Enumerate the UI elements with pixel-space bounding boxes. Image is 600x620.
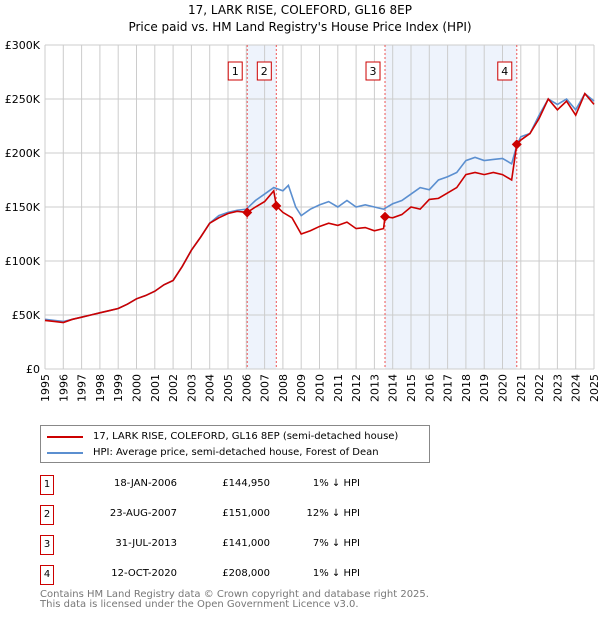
sale-date: 23-AUG-2007	[109, 508, 177, 519]
x-tick-label: 2005	[222, 374, 235, 402]
footer-line-1: Contains HM Land Registry data © Crown c…	[40, 589, 429, 600]
legend-swatch-property	[47, 435, 83, 438]
legend-swatch-hpi	[47, 451, 83, 454]
x-tick-label: 2012	[350, 374, 363, 402]
sale-price: £208,000	[222, 568, 270, 579]
sale-number: 3	[40, 535, 54, 555]
series-line	[44, 92, 595, 324]
x-tick-label: 2013	[368, 374, 381, 402]
x-tick-label: 2017	[442, 374, 455, 402]
sale-hpi-diff: 7% ↓ HPI	[312, 538, 360, 549]
x-tick-label: 2016	[423, 374, 436, 402]
x-tick-label: 1999	[112, 374, 125, 402]
sale-point	[511, 139, 522, 150]
sale-number: 4	[40, 565, 54, 585]
x-tick-label: 1996	[57, 374, 70, 402]
x-tick-label: 1995	[39, 374, 52, 402]
sale-label: 3	[370, 65, 377, 78]
sale-hpi-diff: 1% ↓ HPI	[312, 478, 360, 489]
sale-row: 2 23-AUG-2007 £151,000 12% ↓ HPI	[40, 505, 440, 525]
sale-row: 3 31-JUL-2013 £141,000 7% ↓ HPI	[40, 535, 440, 555]
y-tick-label: £0	[26, 363, 40, 376]
x-tick-label: 2003	[185, 374, 198, 402]
footer-line-2: This data is licensed under the Open Gov…	[40, 599, 359, 610]
sale-label-box	[227, 61, 243, 81]
y-tick-label: £250K	[5, 93, 41, 106]
x-tick-label: 1997	[76, 374, 89, 402]
sale-date: 12-OCT-2020	[111, 568, 177, 579]
x-tick-label: 2004	[204, 374, 217, 402]
footer: Contains HM Land Registry data © Crown c…	[40, 590, 429, 610]
sale-label-box	[256, 61, 272, 81]
x-tick-label: 2023	[551, 374, 564, 402]
sale-label: 1	[232, 65, 239, 78]
chart-subtitle: Price paid vs. HM Land Registry's House …	[128, 20, 471, 34]
x-tick-label: 2022	[533, 374, 546, 402]
x-tick-label: 2021	[515, 374, 528, 402]
x-tick-label: 2024	[570, 374, 583, 402]
sale-number: 2	[40, 505, 54, 525]
x-tick-label: 2014	[387, 374, 400, 402]
sale-row: 1 18-JAN-2006 £144,950 1% ↓ HPI	[40, 475, 440, 495]
x-tick-label: 2000	[131, 374, 144, 402]
x-tick-label: 2007	[259, 374, 272, 402]
x-tick-label: 1998	[94, 374, 107, 402]
x-tick-label: 2011	[332, 374, 345, 402]
y-tick-label: £200K	[5, 147, 41, 160]
y-tick-label: £150K	[5, 201, 41, 214]
sale-label-box	[365, 61, 381, 81]
sale-price: £151,000	[222, 508, 270, 519]
sale-label-box	[497, 61, 513, 81]
x-tick-label: 2002	[167, 374, 180, 402]
legend-label-hpi: HPI: Average price, semi-detached house,…	[93, 447, 379, 458]
sale-row: 4 12-OCT-2020 £208,000 1% ↓ HPI	[40, 565, 440, 585]
x-tick-label: 2018	[460, 374, 473, 402]
sale-label: 4	[501, 65, 508, 78]
x-tick-label: 2001	[149, 374, 162, 402]
chart-title: 17, LARK RISE, COLEFORD, GL16 8EP	[188, 3, 412, 17]
x-tick-label: 2009	[295, 374, 308, 402]
sale-date: 18-JAN-2006	[113, 478, 177, 489]
legend: 17, LARK RISE, COLEFORD, GL16 8EP (semi-…	[40, 425, 430, 463]
sale-hpi-diff: 12% ↓ HPI	[306, 508, 360, 519]
y-tick-label: £300K	[5, 39, 41, 52]
x-tick-label: 2020	[497, 374, 510, 402]
y-tick-label: £100K	[5, 255, 41, 268]
sale-point	[380, 211, 391, 222]
sale-price: £141,000	[222, 538, 270, 549]
x-tick-label: 2006	[240, 374, 253, 402]
sale-price: £144,950	[222, 478, 270, 489]
x-tick-label: 2008	[277, 374, 290, 402]
legend-label-property: 17, LARK RISE, COLEFORD, GL16 8EP (semi-…	[93, 431, 399, 442]
price-chart: 17, LARK RISE, COLEFORD, GL16 8EP Price …	[5, 3, 600, 402]
sale-number: 1	[40, 475, 54, 495]
x-tick-label: 2010	[314, 374, 327, 402]
sale-label: 2	[261, 65, 268, 78]
sale-point	[271, 200, 282, 211]
sale-point	[242, 207, 253, 218]
y-tick-label: £50K	[12, 309, 41, 322]
x-tick-label: 2019	[478, 374, 491, 402]
sale-date: 31-JUL-2013	[115, 538, 177, 549]
x-tick-label: 2015	[405, 374, 418, 402]
sale-hpi-diff: 1% ↓ HPI	[312, 568, 360, 579]
x-tick-label: 2025	[588, 374, 600, 402]
